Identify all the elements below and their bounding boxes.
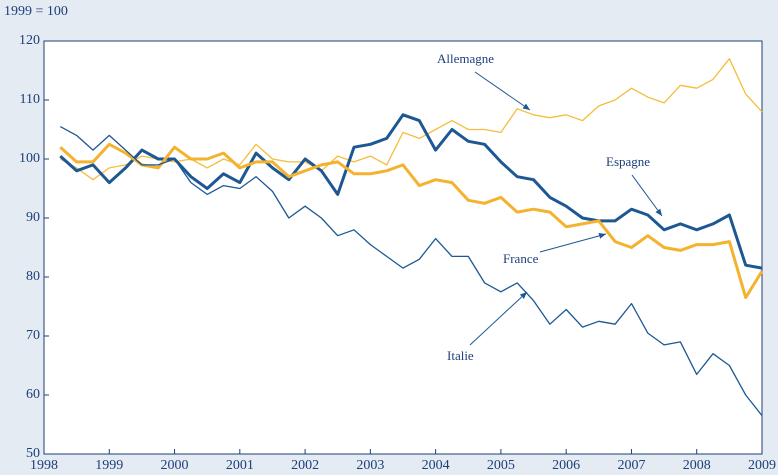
- arrow: [474, 71, 531, 111]
- y-tick-label: 70: [26, 328, 40, 343]
- x-tick-label: 2004: [422, 458, 450, 473]
- annotation-arrows: [469, 71, 663, 346]
- y-tick-label: 120: [19, 33, 40, 48]
- x-tick-label: 2009: [748, 458, 776, 473]
- y-tick-label: 100: [19, 151, 40, 166]
- y-tick-label: 50: [26, 446, 40, 461]
- plot-area: [43, 40, 763, 455]
- x-tick-label: 2002: [291, 458, 319, 473]
- arrow: [631, 174, 663, 217]
- x-tick-label: 2001: [226, 458, 254, 473]
- x-tick-label: 2006: [552, 458, 580, 473]
- y-tick-label: 60: [26, 387, 40, 402]
- y-tick-label: 90: [26, 210, 40, 225]
- subtitle: 1999 = 100: [4, 4, 68, 19]
- arrow: [539, 232, 607, 253]
- y-tick-label: 110: [20, 92, 40, 107]
- y-tick-label: 80: [26, 269, 40, 284]
- x-tick-label: 1998: [30, 458, 58, 473]
- x-tick-label: 2007: [617, 458, 645, 473]
- x-tick-label: 2003: [356, 458, 384, 473]
- x-tick-label: 2005: [487, 458, 515, 473]
- x-tick-label: 2000: [161, 458, 189, 473]
- x-tick-label: 2008: [683, 458, 711, 473]
- series-line: [59, 142, 764, 300]
- x-tick-label: 1999: [95, 458, 123, 473]
- annotation: Espagne: [606, 154, 650, 169]
- arrow: [469, 291, 528, 346]
- annotation: Allemagne: [437, 51, 494, 66]
- annotation: Italie: [447, 348, 474, 363]
- annotation: France: [503, 251, 539, 266]
- series-line: [59, 126, 763, 417]
